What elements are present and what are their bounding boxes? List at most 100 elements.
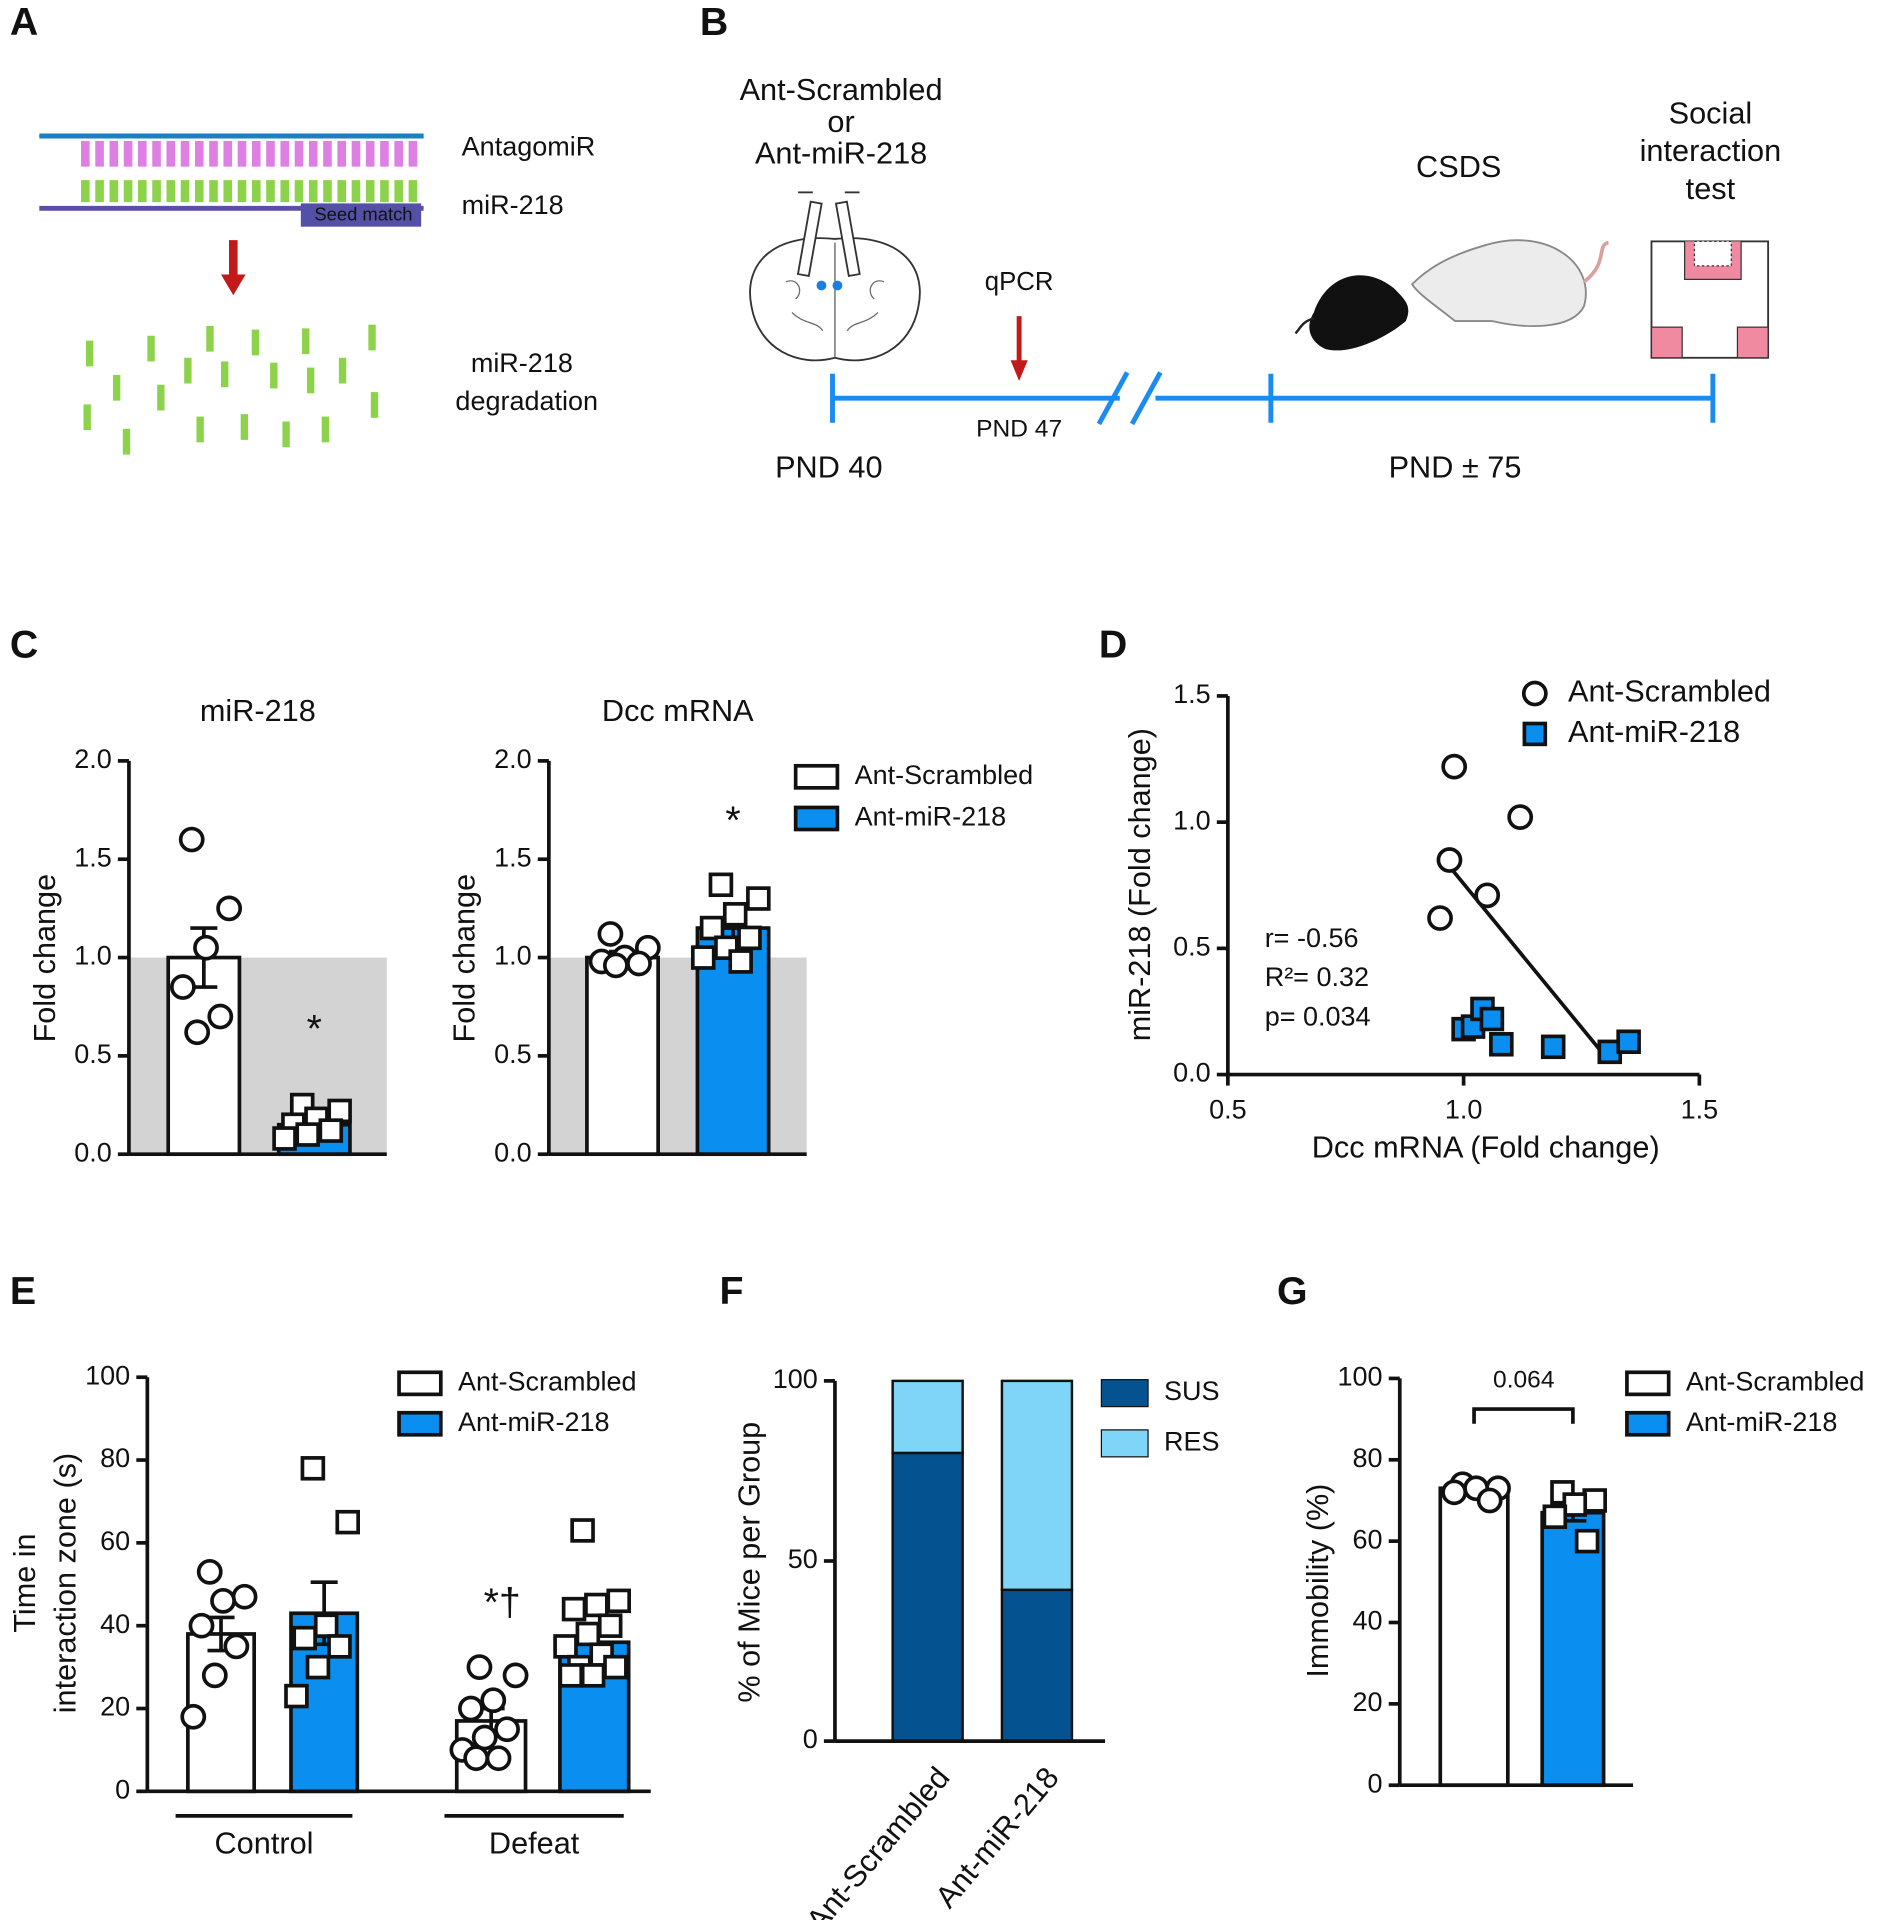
data-point xyxy=(626,950,652,977)
fragment xyxy=(83,404,91,431)
data-point xyxy=(318,1118,344,1143)
data-point xyxy=(1582,1488,1607,1513)
mouse-tail xyxy=(1294,317,1315,335)
data-point xyxy=(603,1654,628,1680)
pair xyxy=(251,180,261,203)
annotation: * xyxy=(725,799,740,843)
legend-swatch xyxy=(397,1410,443,1437)
y-axis-label: miR-218 (Fold change) xyxy=(1123,728,1157,1041)
test-label: interaction xyxy=(1640,134,1782,168)
y-tick-label: 100 xyxy=(773,1364,818,1394)
pair xyxy=(166,140,176,167)
data-point xyxy=(746,886,771,911)
y-tick-label: 0 xyxy=(1368,1768,1383,1798)
panel-letter: B xyxy=(700,0,728,44)
data-point xyxy=(1540,1034,1566,1060)
data-point xyxy=(1489,1032,1514,1057)
y-axis-label: Fold change xyxy=(28,874,62,1043)
data-point xyxy=(169,974,196,1000)
y-tick-label: 0.0 xyxy=(74,1137,112,1167)
result-label: degradation xyxy=(455,386,598,416)
legend-swatch xyxy=(793,763,840,790)
break-mark xyxy=(1096,371,1130,426)
data-point xyxy=(561,1596,587,1622)
data-point xyxy=(722,902,748,927)
data-point xyxy=(1479,1006,1505,1032)
legend-swatch xyxy=(397,1370,443,1397)
y-tick-label: 0.0 xyxy=(1173,1058,1211,1088)
break-mark xyxy=(1129,371,1163,426)
fragment xyxy=(321,416,330,443)
data-point xyxy=(466,1654,493,1680)
statistic: p= 0.034 xyxy=(1265,1001,1371,1031)
injection-site xyxy=(832,280,843,291)
data-point xyxy=(558,1663,584,1688)
pair xyxy=(308,180,318,203)
fragment xyxy=(306,367,315,394)
legend-swatch xyxy=(1521,680,1548,707)
pair xyxy=(408,140,418,167)
result-label: miR-218 xyxy=(471,348,573,378)
y-tick-label: 0.0 xyxy=(494,1137,532,1167)
data-point xyxy=(1427,905,1453,931)
data-point xyxy=(292,1625,317,1651)
pair xyxy=(337,140,347,167)
pair xyxy=(194,180,204,203)
bar xyxy=(1540,1510,1606,1788)
data-point xyxy=(602,952,629,979)
data-point xyxy=(184,1019,211,1046)
data-point xyxy=(1574,1528,1600,1554)
data-point xyxy=(223,1633,250,1660)
fragment xyxy=(157,384,165,411)
data-point xyxy=(180,1703,207,1730)
legend-label: Ant-Scrambled xyxy=(458,1366,637,1396)
data-point xyxy=(597,921,624,947)
y-tick-label: 1.5 xyxy=(494,842,532,872)
injection-site xyxy=(816,280,827,291)
pair xyxy=(138,140,147,167)
pair xyxy=(380,140,389,167)
y-tick-label: 0.5 xyxy=(74,1039,112,1069)
bar-segment xyxy=(891,1379,964,1455)
pair xyxy=(138,180,147,203)
y-axis-label: Fold change xyxy=(448,874,482,1043)
legend-label: Ant-Scrambled xyxy=(855,760,1034,790)
pair xyxy=(380,180,389,203)
pair xyxy=(323,180,332,203)
y-tick-label: 1.0 xyxy=(494,941,532,971)
legend-label: RES xyxy=(1164,1427,1220,1457)
fragment xyxy=(184,357,192,384)
data-point xyxy=(295,1122,320,1147)
x-axis-label: Dcc mRNA (Fold change) xyxy=(1312,1130,1660,1164)
chart-title: miR-218 xyxy=(200,694,316,728)
data-point xyxy=(1476,1487,1503,1514)
data-point xyxy=(463,1745,490,1772)
fragment xyxy=(206,325,214,352)
data-point xyxy=(1474,882,1501,909)
enclosure xyxy=(1693,240,1732,267)
pair xyxy=(408,180,418,203)
csds-label: CSDS xyxy=(1416,150,1501,184)
y-tick-label: 100 xyxy=(1338,1362,1383,1392)
legend-swatch xyxy=(793,805,840,832)
bar-segment xyxy=(891,1451,964,1743)
pair xyxy=(109,180,119,203)
data-point xyxy=(327,1634,352,1659)
data-point xyxy=(471,1724,498,1751)
y-tick-label: 60 xyxy=(100,1526,130,1556)
data-point xyxy=(580,1663,606,1688)
data-point xyxy=(570,1518,595,1543)
fragment xyxy=(221,361,229,388)
pair xyxy=(394,180,403,203)
seed-box xyxy=(300,203,422,227)
strand-label: miR-218 xyxy=(462,190,564,220)
data-point xyxy=(1507,804,1534,830)
pair xyxy=(280,140,290,167)
fragment xyxy=(270,362,278,389)
fragment xyxy=(196,416,204,443)
panel-letter: F xyxy=(720,1269,744,1313)
data-point xyxy=(728,949,753,974)
pair xyxy=(394,140,403,167)
y-tick-label: 0.5 xyxy=(494,1039,532,1069)
arrow-head xyxy=(221,274,246,296)
